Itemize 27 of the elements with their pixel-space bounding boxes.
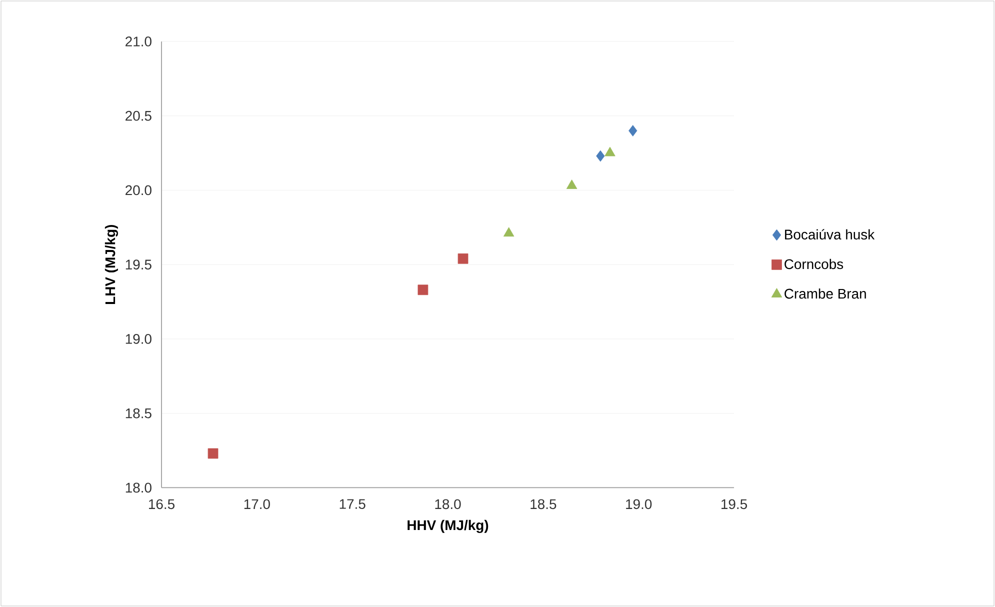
point: [566, 180, 578, 189]
x-tick-label: 17.0: [244, 499, 270, 510]
point: [596, 150, 605, 162]
legend-label: Bocaiúva husk: [785, 229, 875, 240]
y-tick-label: 18.0: [126, 482, 152, 493]
y-axis-title: LHV (MJ/kg): [104, 224, 118, 304]
point: [418, 284, 428, 296]
y-tick-label: 19.5: [126, 260, 152, 270]
y-tick-label: 18.5: [126, 408, 152, 418]
x-tick-label: 19.5: [722, 499, 747, 510]
x-tick-label: 19.0: [626, 499, 652, 510]
x-axis-title: HHV (MJ/kg): [408, 520, 488, 533]
y-tick-label: 19.0: [126, 334, 152, 344]
point: [458, 253, 468, 264]
point: [628, 125, 638, 136]
x-tick-label: 17.5: [340, 499, 366, 509]
y-tick-label: 20.5: [126, 110, 152, 121]
point: [503, 227, 514, 237]
point: [208, 448, 218, 459]
legend-label: Crambe Bran: [784, 288, 866, 299]
y-tick-label: 20.0: [126, 185, 152, 196]
point: [604, 146, 616, 156]
x-tick-label: 16.5: [149, 499, 174, 510]
x-tick-label: 18.5: [530, 499, 556, 510]
legend-label: Corncobs: [784, 258, 844, 270]
x-tick-label: 18.0: [435, 499, 461, 510]
y-tick-label: 21.0: [126, 36, 152, 46]
